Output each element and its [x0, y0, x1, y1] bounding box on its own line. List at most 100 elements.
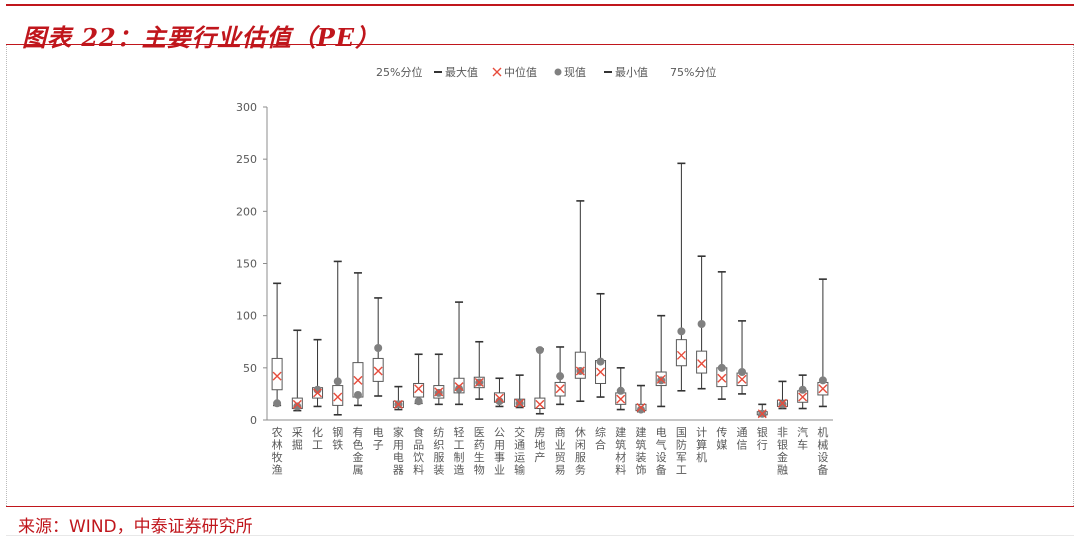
figure-title: 图表 22：主要行业估值（PE） — [22, 23, 381, 52]
median-marker — [313, 388, 323, 398]
x-tick-label: 建筑装饰 — [635, 425, 646, 477]
current-value-dot — [657, 376, 666, 385]
y-tick-label: 300 — [236, 101, 257, 114]
iqr-box — [271, 357, 283, 391]
current-value-dot — [535, 346, 544, 355]
iqr-box — [332, 385, 344, 406]
median-marker — [454, 382, 464, 392]
median-marker — [818, 384, 828, 394]
current-value-dot — [353, 390, 362, 399]
iqr-box — [675, 339, 687, 367]
current-value-dot — [798, 385, 807, 394]
median-marker — [555, 384, 565, 394]
current-value-dot — [596, 357, 605, 366]
header-rule — [6, 44, 1074, 45]
median-marker — [596, 367, 606, 377]
x-tick-label: 国防军工 — [676, 426, 687, 477]
x-tick-label: 商业贸易 — [555, 425, 566, 477]
median-marker — [434, 387, 444, 397]
legend-median-marker — [492, 67, 502, 77]
x-tick-label: 汽车 — [797, 425, 808, 452]
median-marker — [717, 373, 727, 383]
x-tick-label: 机械设备 — [817, 425, 828, 477]
iqr-box — [413, 382, 425, 398]
current-value-dot — [636, 405, 645, 414]
current-value-dot — [717, 363, 726, 372]
y-tick-label: 50 — [243, 362, 257, 375]
x-tick-label: 采掘 — [292, 426, 303, 452]
current-value-dot — [333, 377, 342, 386]
legend-label: 最小值 — [615, 66, 648, 79]
legend-label: 现值 — [564, 66, 586, 79]
median-marker — [414, 384, 424, 394]
x-tick-label: 通信 — [737, 426, 748, 452]
current-value-dot — [616, 386, 625, 395]
legend-current-marker — [554, 68, 562, 76]
legend-label: 最大值 — [445, 65, 478, 79]
median-marker — [373, 366, 383, 376]
chart-frame — [6, 45, 1074, 506]
median-marker — [757, 409, 767, 419]
legend-label: 中位值 — [504, 65, 537, 79]
x-tick-label: 电子 — [373, 426, 384, 452]
x-tick-label: 家用电器 — [393, 425, 404, 477]
x-tick-label: 电气设备 — [656, 426, 667, 477]
x-tick-label: 交通运输 — [514, 425, 525, 477]
legend-label: 25%分位 — [376, 65, 422, 79]
current-value-dot — [697, 320, 706, 329]
median-marker — [636, 402, 646, 412]
top-accent-line — [6, 4, 1074, 6]
median-marker — [515, 398, 525, 408]
current-value-dot — [434, 388, 443, 397]
x-tick-label: 有色金属 — [352, 425, 363, 477]
x-tick-label: 化工 — [312, 425, 323, 452]
median-marker — [494, 393, 504, 403]
current-value-dot — [374, 344, 383, 353]
median-marker — [393, 399, 403, 409]
x-tick-label: 建筑材料 — [615, 425, 626, 477]
y-tick-label: 100 — [236, 310, 257, 323]
x-tick-label: 钢铁 — [332, 426, 343, 452]
median-marker — [616, 394, 626, 404]
median-marker — [535, 399, 545, 409]
median-marker — [353, 375, 363, 385]
current-value-dot — [738, 368, 747, 377]
legend-label: 75%分位 — [670, 65, 716, 79]
y-tick-label: 150 — [236, 258, 257, 271]
x-tick-label: 计算机 — [696, 426, 707, 464]
median-marker — [777, 398, 787, 408]
current-value-dot — [414, 397, 423, 406]
x-tick-label: 传媒 — [716, 426, 727, 452]
footer-rule — [6, 506, 1074, 507]
median-marker — [737, 374, 747, 384]
current-value-dot — [677, 327, 686, 336]
current-value-dot — [455, 384, 464, 393]
current-value-dot — [818, 376, 827, 385]
median-marker — [272, 371, 282, 381]
median-marker — [575, 366, 585, 376]
x-tick-label: 银行 — [757, 425, 768, 452]
current-value-dot — [273, 399, 282, 408]
source-note: 来源：WIND，中泰证券研究所 — [18, 517, 253, 537]
iqr-box — [696, 350, 708, 374]
iqr-box — [372, 357, 384, 382]
median-marker — [474, 377, 484, 387]
current-value-dot — [293, 402, 302, 411]
x-tick-label: 医药生物 — [474, 426, 485, 477]
y-tick-label: 0 — [250, 414, 257, 427]
y-tick-label: 250 — [236, 153, 257, 166]
x-tick-label: 公用事业 — [494, 426, 505, 477]
iqr-box — [574, 351, 586, 379]
median-marker — [676, 350, 686, 360]
median-marker — [656, 374, 666, 384]
figure-header: 图表 22：主要行业估值（PE） — [6, 8, 1074, 52]
y-tick-label: 200 — [236, 205, 257, 218]
median-marker — [697, 359, 707, 369]
x-tick-label: 食品饮料 — [413, 425, 424, 477]
current-value-dot — [778, 400, 787, 409]
x-tick-label: 综合 — [595, 425, 606, 452]
x-tick-label: 非银金融 — [777, 426, 788, 477]
current-value-dot — [556, 372, 565, 381]
median-marker — [333, 392, 343, 402]
